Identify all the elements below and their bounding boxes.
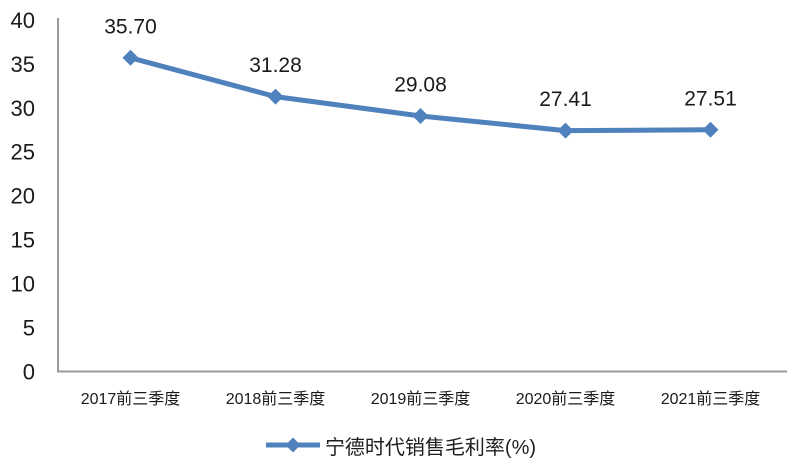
data-label: 35.70 xyxy=(104,15,157,38)
data-label: 31.28 xyxy=(249,54,302,77)
legend-label: 宁德时代销售毛利率(%) xyxy=(324,436,537,459)
data-label: 29.08 xyxy=(394,74,447,97)
y-axis-tick-label: 5 xyxy=(23,315,35,340)
x-axis-tick-label: 2020前三季度 xyxy=(516,390,616,408)
y-axis-tick-label: 15 xyxy=(11,228,35,253)
y-axis-tick-label: 10 xyxy=(11,272,35,297)
legend-diamond xyxy=(285,437,301,453)
y-axis-tick-label: 30 xyxy=(11,96,35,121)
plot-area: 0 5 10 15 20 25 30 35 40 2017前三季度 2018前三季度 2019前三季度… xyxy=(11,8,787,408)
y-axis-tick-label: 25 xyxy=(11,140,35,165)
legend: 宁德时代销售毛利率(%) xyxy=(0,428,800,462)
x-axis-tick-label: 2019前三季度 xyxy=(371,390,471,408)
y-axis-tick-label: 40 xyxy=(11,8,35,33)
data-point-marker xyxy=(122,49,139,66)
y-axis-tick-label: 0 xyxy=(23,359,35,384)
data-point-marker xyxy=(557,122,574,139)
data-label: 27.51 xyxy=(684,87,737,110)
data-point-marker xyxy=(412,107,429,124)
x-axis-tick-label: 2021前三季度 xyxy=(661,390,761,408)
data-label: 27.41 xyxy=(539,88,592,111)
data-point-marker xyxy=(267,88,284,105)
y-axis-tick-label: 20 xyxy=(11,184,35,209)
y-axis-tick-label: 35 xyxy=(11,52,35,77)
data-point-marker xyxy=(702,121,719,138)
x-axis-tick-label: 2017前三季度 xyxy=(81,390,181,408)
legend-marker-icon xyxy=(265,437,320,453)
x-axis-tick-label: 2018前三季度 xyxy=(226,390,326,408)
